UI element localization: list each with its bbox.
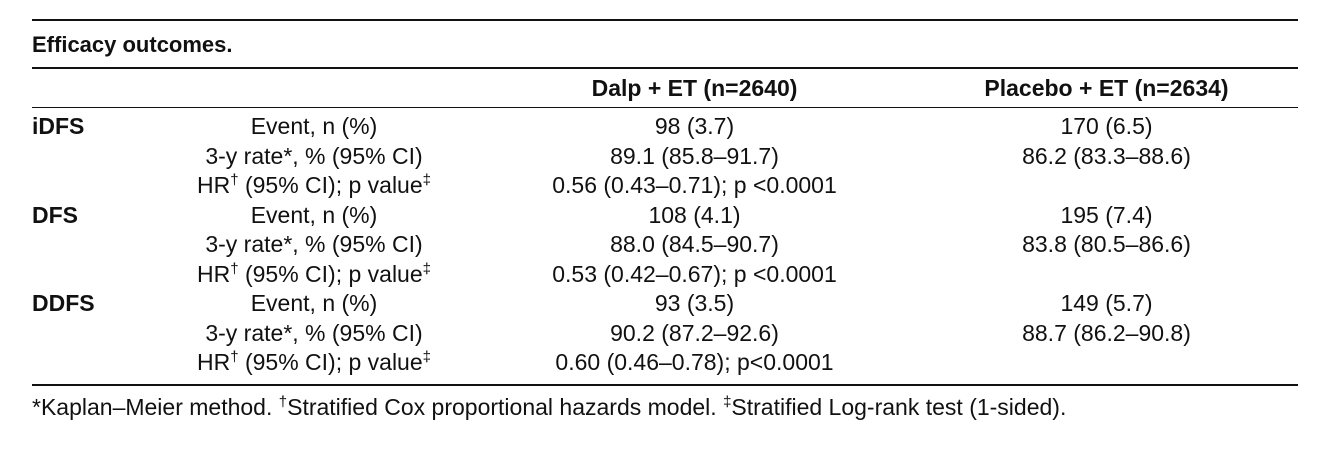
- dalp-cell: 88.0 (84.5–90.7): [610, 231, 779, 258]
- metric-hr-rest: (95% CI); p value: [238, 172, 423, 199]
- efficacy-table-frame: Efficacy outcomes. Dalp + ET (n=2640) Pl…: [32, 19, 1298, 421]
- placebo-cell: 86.2 (83.3–88.6): [1022, 142, 1191, 169]
- double-dagger-mark: ‡: [422, 260, 431, 278]
- placebo-cell: 88.7 (86.2–90.8): [1022, 319, 1191, 346]
- outcome-label-empty: [32, 171, 154, 201]
- dagger-mark: †: [230, 348, 239, 366]
- caption-rule: [32, 67, 1298, 69]
- table-footnote: *Kaplan–Meier method. †Stratified Cox pr…: [32, 386, 1298, 421]
- top-rule: [32, 19, 1298, 21]
- dagger-mark: †: [230, 171, 239, 189]
- outcome-label-empty: [32, 319, 154, 349]
- metric-hr: HR: [196, 349, 231, 376]
- table-row: iDFS Event, n (%) 98 (3.7) 170 (6.5): [32, 108, 1298, 142]
- placebo-cell: 195 (7.4): [1060, 201, 1153, 228]
- table-row: HR† (95% CI); p value‡ 0.60 (0.46–0.78);…: [32, 348, 1298, 378]
- placebo-cell: [915, 348, 1298, 378]
- dalp-cell: 89.1 (85.8–91.7): [610, 142, 779, 169]
- placebo-cell: 149 (5.7): [1060, 290, 1153, 317]
- table-row: DDFS Event, n (%) 93 (3.5) 149 (5.7): [32, 289, 1298, 319]
- metric-cell: 3-y rate*, % (95% CI): [205, 142, 423, 169]
- metric-cell: HR† (95% CI); p value‡: [154, 260, 474, 290]
- outcome-label-idfs: iDFS: [32, 113, 85, 140]
- table-row: DFS Event, n (%) 108 (4.1) 195 (7.4): [32, 201, 1298, 231]
- efficacy-table: Dalp + ET (n=2640) Placebo + ET (n=2634)…: [32, 69, 1298, 378]
- bottom-rule: [32, 383, 1298, 386]
- metric-hr: HR: [196, 260, 231, 287]
- double-dagger-mark: ‡: [422, 348, 431, 366]
- dalp-cell: 108 (4.1): [648, 201, 741, 228]
- metric-cell: 3-y rate*, % (95% CI): [205, 319, 423, 346]
- metric-cell: 3-y rate*, % (95% CI): [205, 231, 423, 258]
- footnote-km: *Kaplan–Meier method.: [32, 393, 279, 420]
- footnote-double-dagger: ‡: [723, 392, 732, 410]
- table-row: HR† (95% CI); p value‡ 0.53 (0.42–0.67);…: [32, 260, 1298, 290]
- table-caption: Efficacy outcomes.: [32, 32, 233, 57]
- table-row: 3-y rate*, % (95% CI) 90.2 (87.2–92.6) 8…: [32, 319, 1298, 349]
- dalp-cell: 0.60 (0.46–0.78); p<0.0001: [555, 349, 834, 376]
- dalp-cell: 90.2 (87.2–92.6): [610, 319, 779, 346]
- metric-cell: HR† (95% CI); p value‡: [154, 171, 474, 201]
- double-dagger-mark: ‡: [422, 171, 431, 189]
- placebo-cell: [915, 171, 1298, 201]
- metric-hr-rest: (95% CI); p value: [238, 349, 423, 376]
- header-row: Dalp + ET (n=2640) Placebo + ET (n=2634): [32, 69, 1298, 108]
- placebo-cell: [915, 260, 1298, 290]
- dalp-cell: 98 (3.7): [654, 113, 735, 140]
- dalp-cell: 0.53 (0.42–0.67); p <0.0001: [552, 260, 837, 287]
- header-dalp: Dalp + ET (n=2640): [474, 69, 915, 108]
- header-metric: [154, 69, 474, 108]
- metric-cell: HR† (95% CI); p value‡: [154, 348, 474, 378]
- outcome-label-empty: [32, 230, 154, 260]
- footnote-dagger: †: [278, 392, 288, 410]
- metric-cell: Event, n (%): [250, 290, 378, 317]
- header-placebo: Placebo + ET (n=2634): [915, 69, 1298, 108]
- placebo-cell: 170 (6.5): [1060, 113, 1153, 140]
- metric-hr-rest: (95% CI); p value: [238, 260, 423, 287]
- footnote-logrank: Stratified Log-rank test (1-sided).: [731, 393, 1067, 420]
- outcome-label-empty: [32, 348, 154, 378]
- outcome-label-ddfs: DDFS: [32, 290, 95, 317]
- metric-hr: HR: [196, 172, 231, 199]
- dalp-cell: 93 (3.5): [654, 290, 735, 317]
- dalp-cell: 0.56 (0.43–0.71); p <0.0001: [552, 172, 837, 199]
- table-row: 3-y rate*, % (95% CI) 89.1 (85.8–91.7) 8…: [32, 142, 1298, 172]
- metric-cell: Event, n (%): [250, 113, 378, 140]
- outcome-label-empty: [32, 142, 154, 172]
- outcome-label-dfs: DFS: [32, 201, 78, 228]
- table-row: HR† (95% CI); p value‡ 0.56 (0.43–0.71);…: [32, 171, 1298, 201]
- table-row: 3-y rate*, % (95% CI) 88.0 (84.5–90.7) 8…: [32, 230, 1298, 260]
- outcome-label-empty: [32, 260, 154, 290]
- header-outcome: [32, 69, 154, 108]
- footnote-cox: Stratified Cox proportional hazards mode…: [287, 393, 724, 420]
- metric-cell: Event, n (%): [250, 201, 378, 228]
- dagger-mark: †: [230, 260, 239, 278]
- placebo-cell: 83.8 (80.5–86.6): [1022, 231, 1191, 258]
